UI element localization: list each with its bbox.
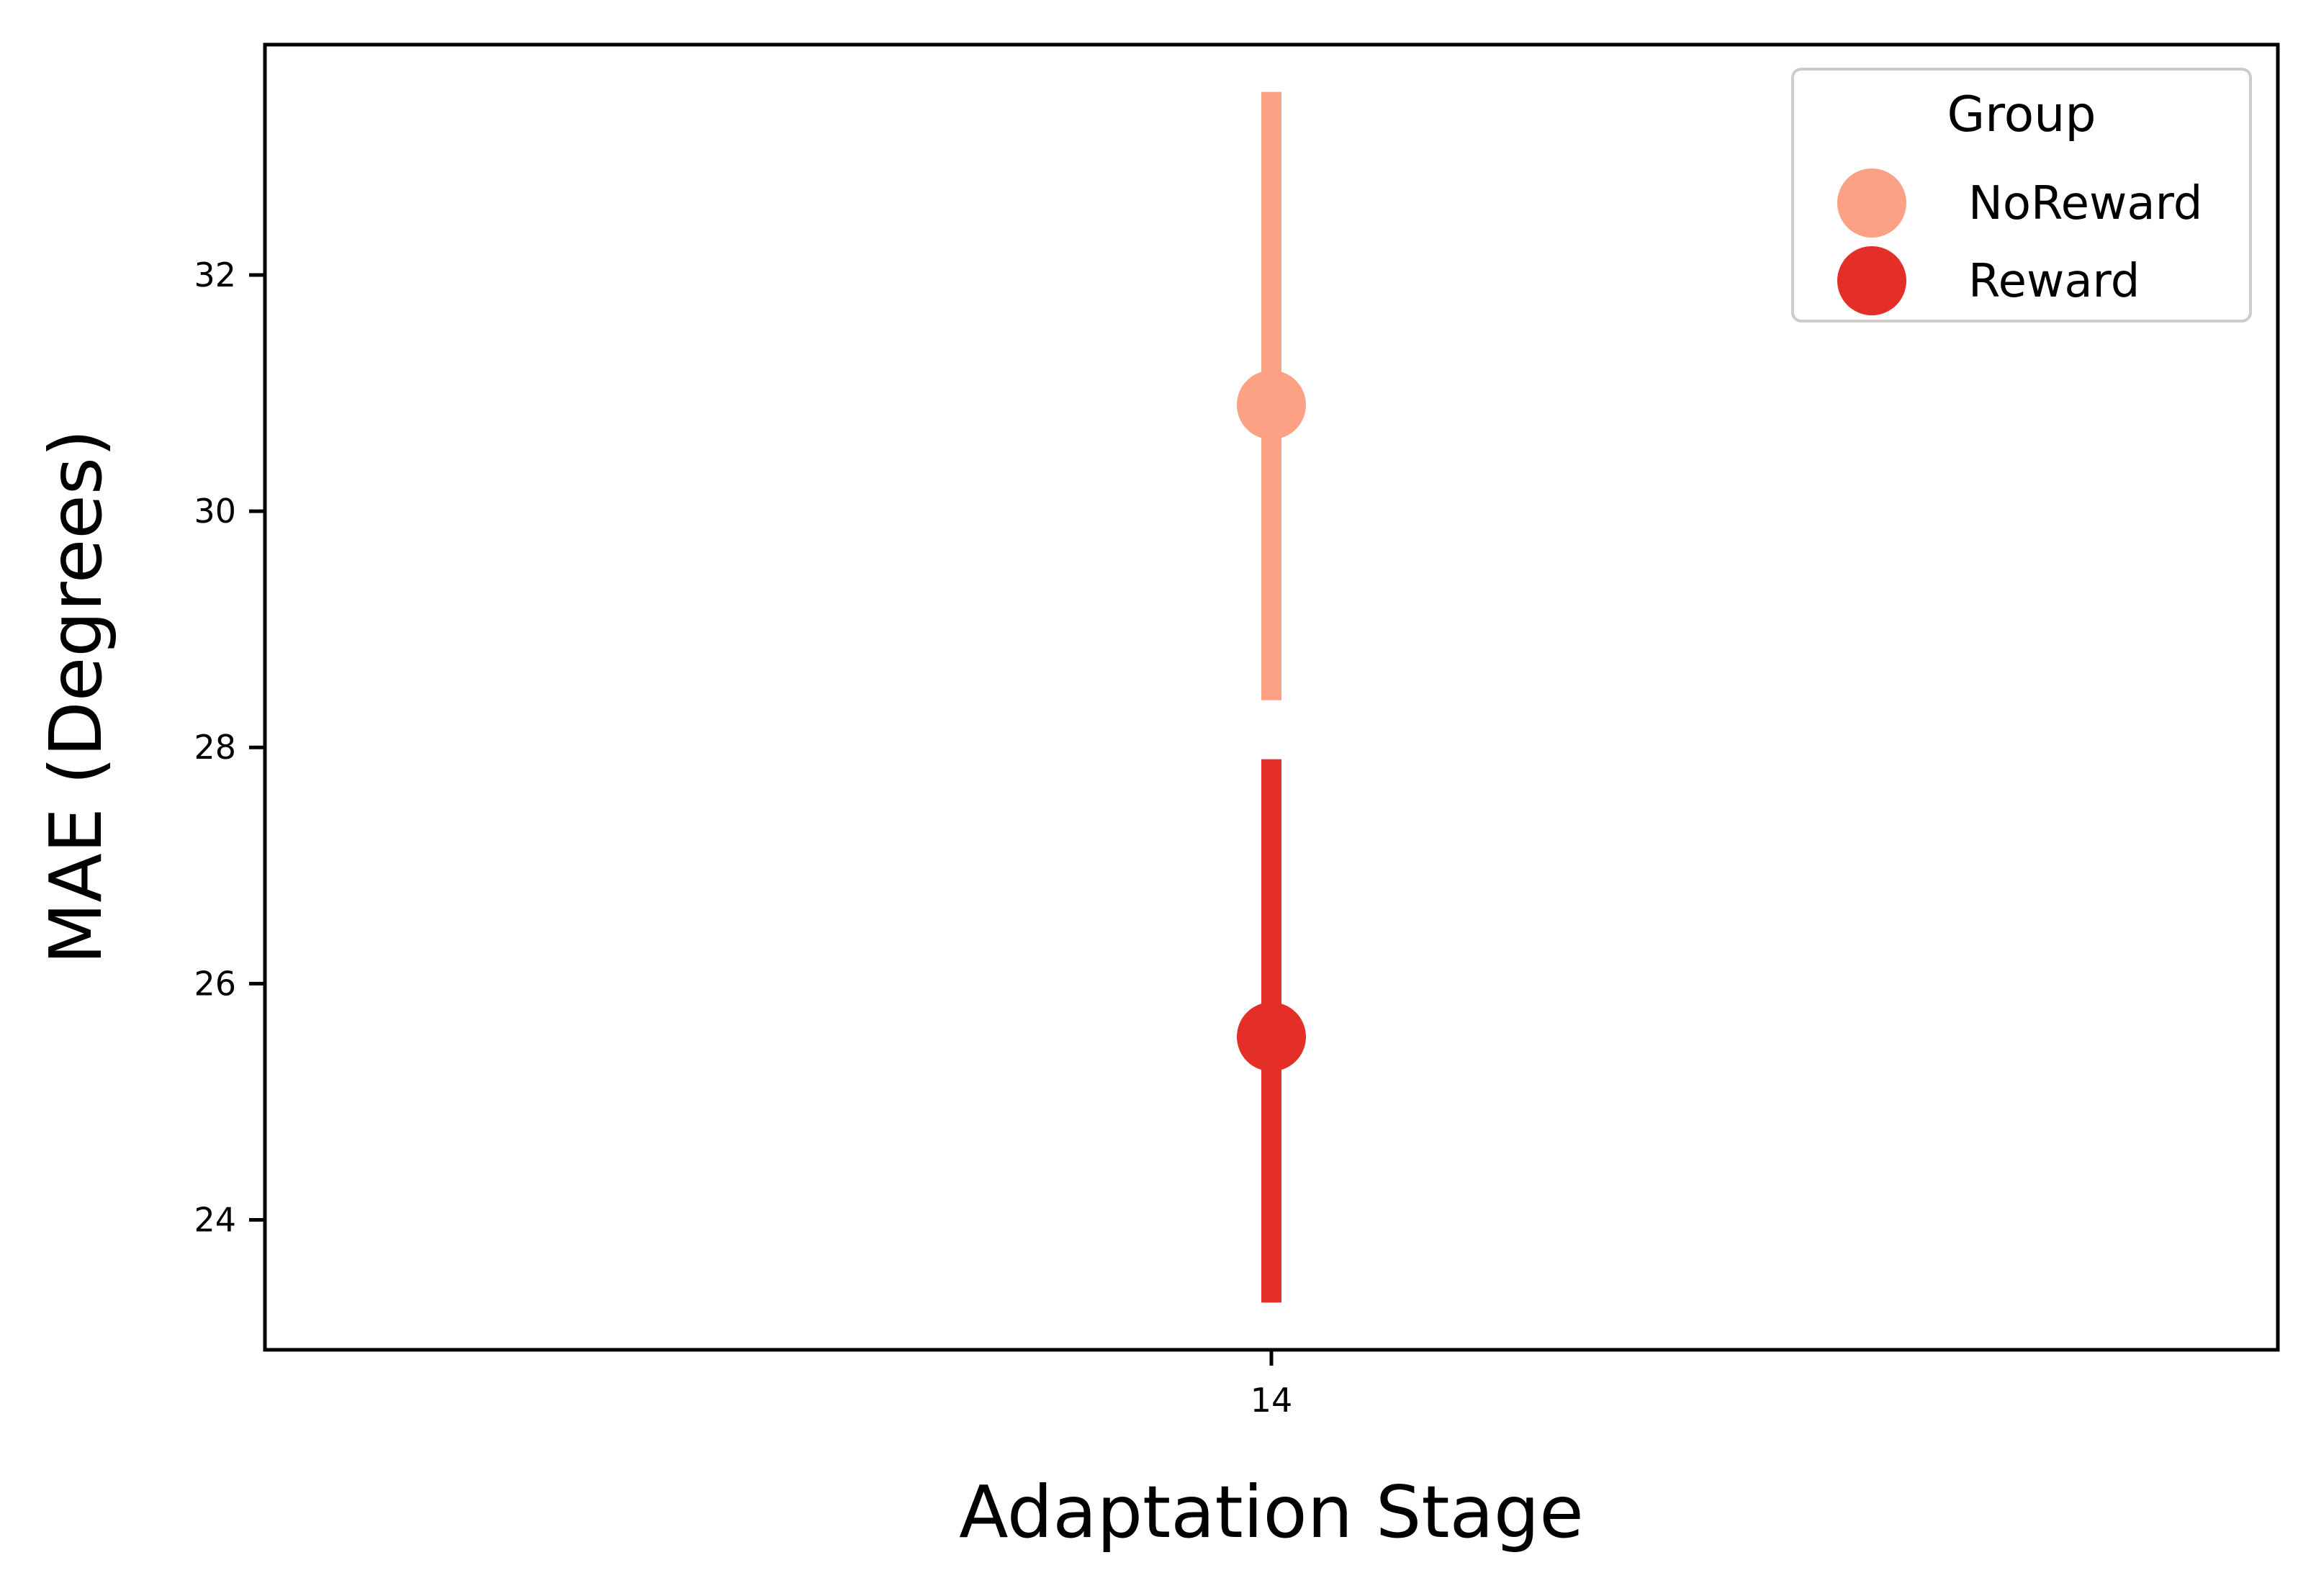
legend-label-noreward: NoReward — [1968, 177, 2202, 230]
y-tick-label: 28 — [194, 728, 236, 767]
legend-title: Group — [1947, 86, 2096, 143]
legend-marker-noreward — [1837, 168, 1906, 238]
point-noreward — [1237, 370, 1306, 440]
x-axis-label: Adaptation Stage — [959, 1470, 1584, 1554]
legend-box — [1791, 68, 2252, 323]
y-tick-label: 32 — [194, 256, 236, 294]
y-axis-ticks: 24 26 28 30 32 — [194, 256, 265, 1240]
x-tick-label: 14 — [1251, 1381, 1293, 1420]
x-axis-ticks: 14 — [1251, 1350, 1293, 1420]
y-axis-label: MAE (Degrees) — [34, 429, 118, 965]
y-tick-label: 24 — [194, 1201, 236, 1240]
point-reward — [1237, 1002, 1306, 1072]
legend: Group NoReward Reward — [1791, 68, 2252, 323]
y-tick-label: 26 — [194, 964, 236, 1003]
legend-label-reward: Reward — [1968, 255, 2140, 308]
y-tick-label: 30 — [194, 492, 236, 531]
legend-marker-reward — [1837, 246, 1906, 315]
data-layer — [1237, 91, 1306, 1303]
legend-items: NoReward Reward — [1837, 168, 2202, 315]
